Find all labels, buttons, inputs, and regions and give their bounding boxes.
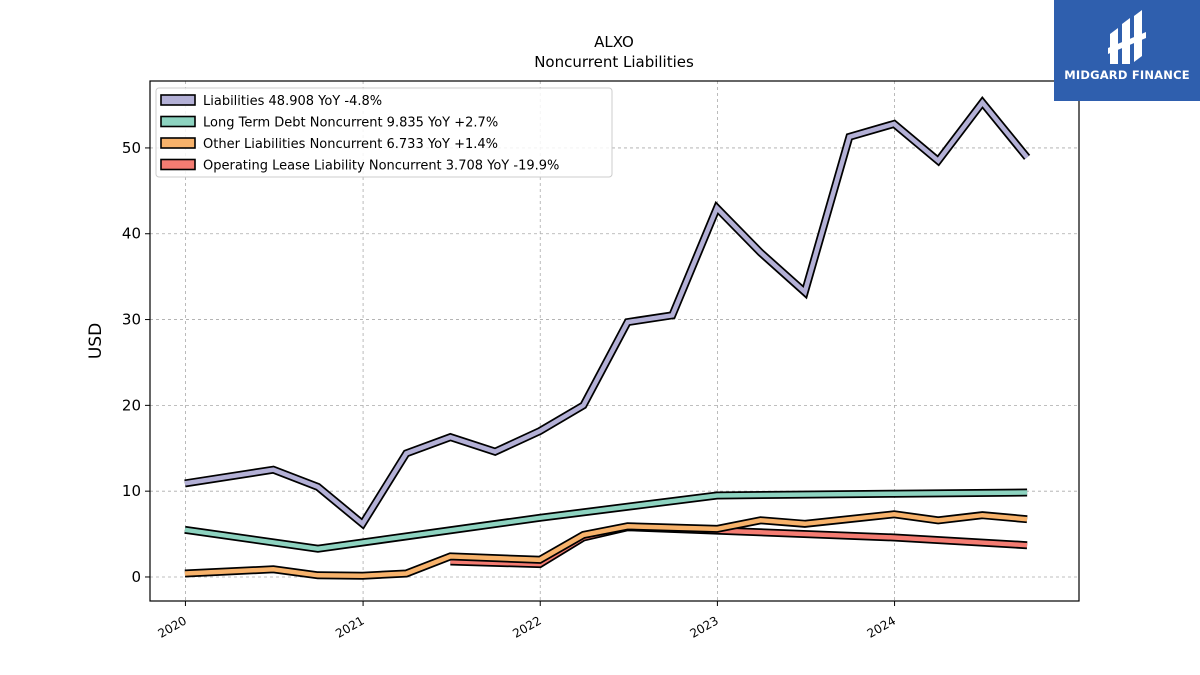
legend-box: [155, 87, 613, 178]
series-long-term-debt-noncurrent: [184, 488, 1028, 553]
series-line: [184, 512, 1028, 578]
y-tick-label: 30: [122, 311, 141, 329]
series-liabilities: [184, 96, 1031, 530]
series-line: [184, 490, 1028, 551]
y-tick-label: 20: [122, 396, 141, 414]
brand-logo: MIDGARD FINANCE: [1054, 0, 1200, 101]
chart-subtitle: Noncurrent Liabilities: [534, 53, 694, 71]
x-tick-label: 2024: [865, 613, 898, 640]
x-tick-label: 2020: [155, 613, 188, 640]
legend-swatch: [160, 137, 196, 149]
series-other-liabilities-noncurrent: [184, 510, 1028, 580]
y-tick-label: 0: [131, 568, 141, 586]
x-tick-label: 2022: [510, 613, 543, 640]
y-tick-label: 50: [122, 139, 141, 157]
brand-name: MIDGARD FINANCE: [1064, 68, 1190, 82]
legend: Liabilities 48.908 YoY -4.8% Long Term De…: [155, 87, 613, 178]
midgard-finance-logo-icon: [1108, 10, 1146, 64]
legend-item-label: Long Term Debt Noncurrent 9.835 YoY +2.7…: [203, 116, 498, 131]
series-line: [184, 98, 1029, 528]
y-tick-label: 40: [122, 225, 141, 243]
x-tick-label: 2021: [333, 613, 366, 640]
y-axis-label: USD: [86, 323, 106, 359]
legend-item-label: Liabilities 48.908 YoY -4.8%: [203, 94, 382, 109]
legend-swatch: [160, 158, 196, 171]
legend-item-label: Operating Lease Liability Noncurrent 3.7…: [203, 159, 559, 174]
plot-area: [149, 80, 1080, 602]
y-tick-label: 10: [122, 482, 141, 500]
x-tick-label: 2023: [687, 613, 720, 640]
legend-swatch: [160, 115, 196, 128]
series-layer: [184, 96, 1031, 580]
legend-item-label: Other Liabilities Noncurrent 6.733 YoY +…: [203, 137, 498, 152]
legend-swatch: [160, 94, 196, 106]
chart-title: ALXO: [594, 33, 634, 51]
